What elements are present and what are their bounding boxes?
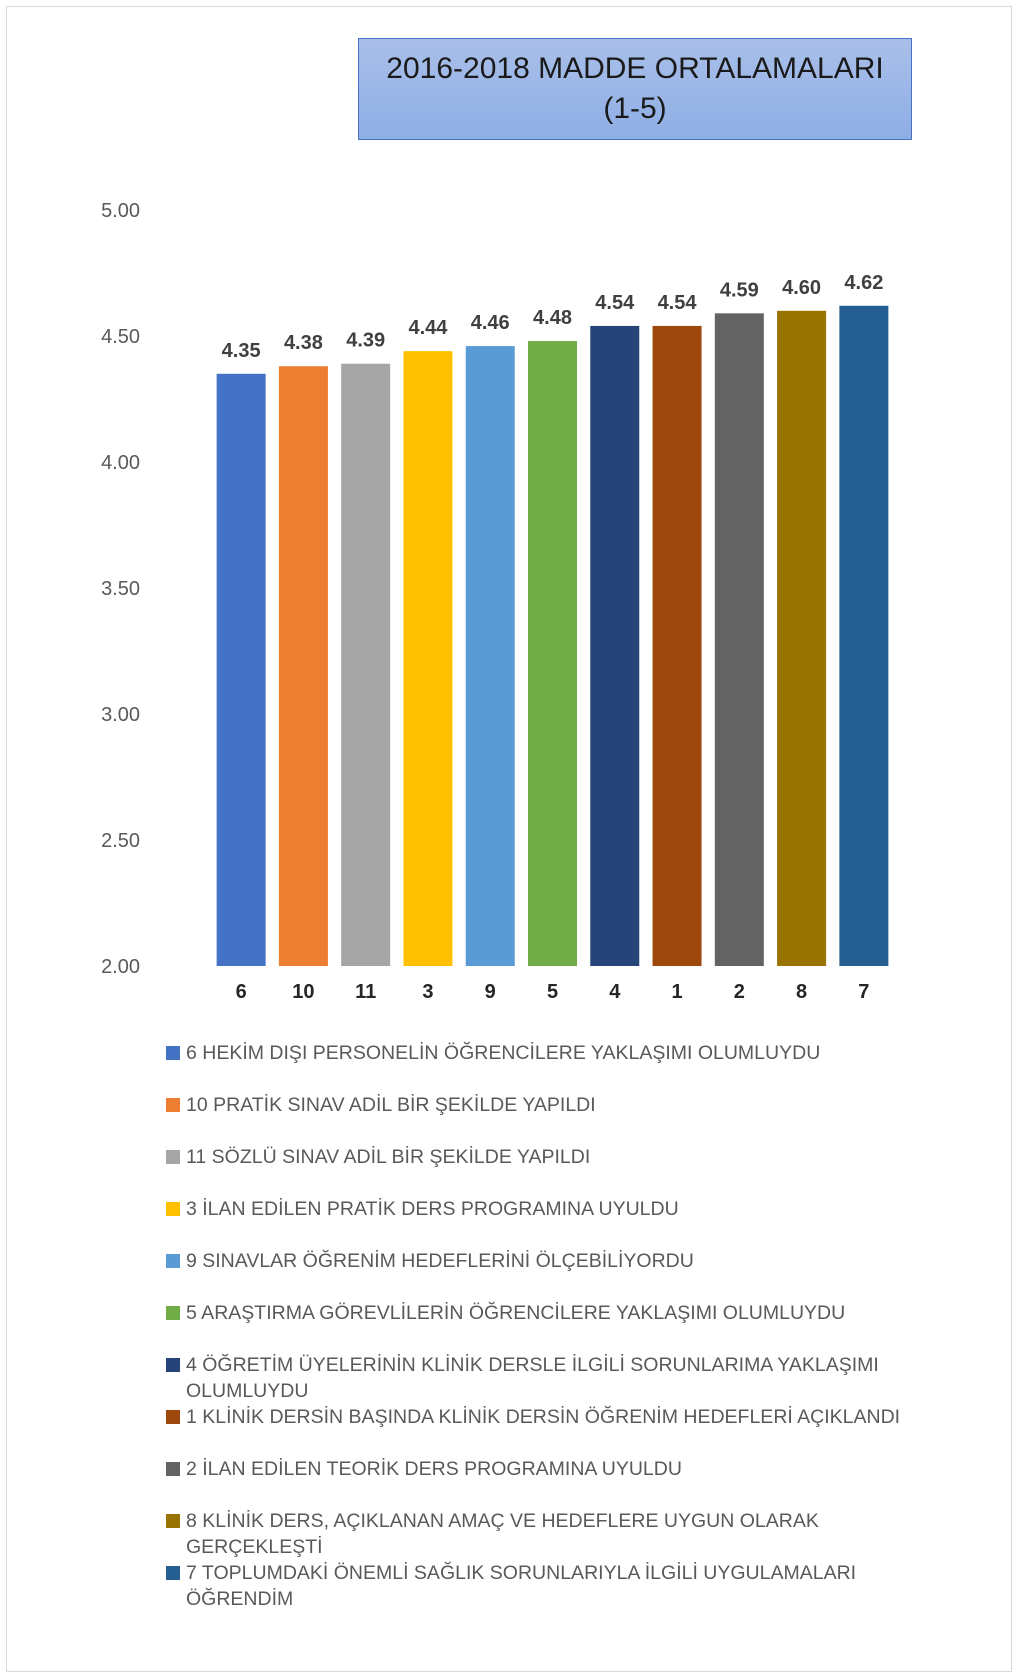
legend-label: 6 HEKİM DIŞI PERSONELİN ÖĞRENCİLERE YAKL… [186,1042,821,1064]
legend-item: 10 PRATİK SINAV ADİL BİR ŞEKİLDE YAPILDI [166,1092,926,1144]
legend-label: 7 TOPLUMDAKİ ÖNEMLİ SAĞLIK SORUNLARIYLA … [186,1562,857,1610]
legend-swatch [166,1462,180,1476]
bar [714,313,764,966]
legend-label: 10 PRATİK SINAV ADİL BİR ŞEKİLDE YAPILDI [186,1094,596,1116]
y-tick-label: 3.00 [101,704,140,726]
x-tick-label: 4 [609,981,621,1003]
x-tick-label: 7 [858,981,869,1003]
x-tick-label: 3 [422,981,433,1003]
legend-item: 5 ARAŞTIRMA GÖREVLİLERİN ÖĞRENCİLERE YAK… [166,1300,926,1352]
legend-label: 9 SINAVLAR ÖĞRENİM HEDEFLERİNİ ÖLÇEBİLİY… [186,1250,694,1272]
x-tick-label: 1 [671,981,682,1003]
chart-title: 2016-2018 MADDE ORTALAMALARI (1-5) [358,38,912,140]
legend-swatch [166,1306,180,1320]
legend-item: 7 TOPLUMDAKİ ÖNEMLİ SAĞLIK SORUNLARIYLA … [166,1560,926,1612]
bar [839,305,889,966]
legend-item: 2 İLAN EDİLEN TEORİK DERS PROGRAMINA UYU… [166,1456,926,1508]
legend: 6 HEKİM DIŞI PERSONELİN ÖĞRENCİLERE YAKL… [166,1040,926,1612]
data-label: 4.35 [222,340,261,362]
bar [652,325,702,966]
legend-label: 3 İLAN EDİLEN PRATİK DERS PROGRAMINA UYU… [186,1198,679,1220]
bar [403,351,453,966]
legend-item: 1 KLİNİK DERSİN BAŞINDA KLİNİK DERSİN ÖĞ… [166,1404,926,1456]
bar [216,373,266,966]
y-tick-label: 2.50 [101,830,140,852]
bar-chart: 2.002.503.003.504.004.505.00 4.35 4.38 4.3… [101,200,889,1003]
legend-item: 6 HEKİM DIŞI PERSONELİN ÖĞRENCİLERE YAKL… [166,1040,926,1092]
bars: 4.35 4.38 4.39 4.44 4.46 4.48 4.54 4.54 4.59 4.60… [216,272,889,967]
bar [528,341,577,966]
y-tick-label: 2.00 [101,956,140,978]
chart-title-line1: 2016-2018 MADDE ORTALAMALARI [386,52,884,85]
x-tick-label: 8 [796,981,807,1003]
chart-title-line2: (1-5) [603,92,667,125]
x-tick-label: 11 [355,981,376,1003]
legend-swatch [166,1358,180,1372]
data-label: 4.48 [533,307,572,329]
y-tick-label: 3.50 [101,578,140,600]
x-tick-label: 5 [547,981,558,1003]
legend-swatch [166,1202,180,1216]
legend-label: 8 KLİNİK DERS, AÇIKLANAN AMAÇ VE HEDEFLE… [186,1510,819,1558]
legend-item: 11 SÖZLÜ SINAV ADİL BİR ŞEKİLDE YAPILDI [166,1144,926,1196]
bar [278,366,328,966]
legend-item: 3 İLAN EDİLEN PRATİK DERS PROGRAMINA UYU… [166,1196,926,1248]
legend-label: 4 ÖĞRETİM ÜYELERİNİN KLİNİK DERSLE İLGİL… [186,1354,879,1402]
x-tick-label: 10 [292,981,314,1003]
data-label: 4.46 [471,312,510,334]
bar [465,346,515,967]
y-axis: 2.00 2.50 3.00 3.50 4.00 4.50 5.00 [101,200,140,978]
legend-swatch [166,1410,180,1424]
x-tick-label: 9 [485,981,496,1003]
legend-swatch [166,1566,180,1580]
bar [590,325,640,966]
data-label: 4.59 [720,279,759,301]
legend-swatch [166,1514,180,1528]
bar [341,363,391,967]
legend-swatch [166,1098,180,1112]
legend-swatch [166,1150,180,1164]
legend-swatch [166,1254,180,1268]
legend-label: 1 KLİNİK DERSİN BAŞINDA KLİNİK DERSİN ÖĞ… [186,1406,901,1428]
data-label: 4.54 [595,292,635,314]
data-label: 4.62 [844,272,883,294]
legend-label: 5 ARAŞTIRMA GÖREVLİLERİN ÖĞRENCİLERE YAK… [186,1302,846,1324]
data-label: 4.38 [284,332,323,354]
legend-item: 8 KLİNİK DERS, AÇIKLANAN AMAÇ VE HEDEFLE… [166,1508,926,1560]
x-axis: 6 10 11 3 9 5 4 1 2 8 7 [236,981,870,1003]
y-tick-label: 4.00 [101,452,140,474]
x-tick-label: 6 [236,981,247,1003]
legend-item: 9 SINAVLAR ÖĞRENİM HEDEFLERİNİ ÖLÇEBİLİY… [166,1248,926,1300]
data-label: 4.44 [408,317,448,339]
legend-item: 4 ÖĞRETİM ÜYELERİNİN KLİNİK DERSLE İLGİL… [166,1352,926,1404]
bar [777,310,827,966]
data-label: 4.54 [658,292,698,314]
x-tick-label: 2 [734,981,745,1003]
data-label: 4.39 [346,330,385,352]
legend-label: 11 SÖZLÜ SINAV ADİL BİR ŞEKİLDE YAPILDI [186,1146,591,1168]
y-tick-label: 4.50 [101,326,140,348]
data-label: 4.60 [782,277,821,299]
y-tick-label: 5.00 [101,200,140,222]
legend-swatch [166,1046,180,1060]
legend-label: 2 İLAN EDİLEN TEORİK DERS PROGRAMINA UYU… [186,1458,682,1480]
